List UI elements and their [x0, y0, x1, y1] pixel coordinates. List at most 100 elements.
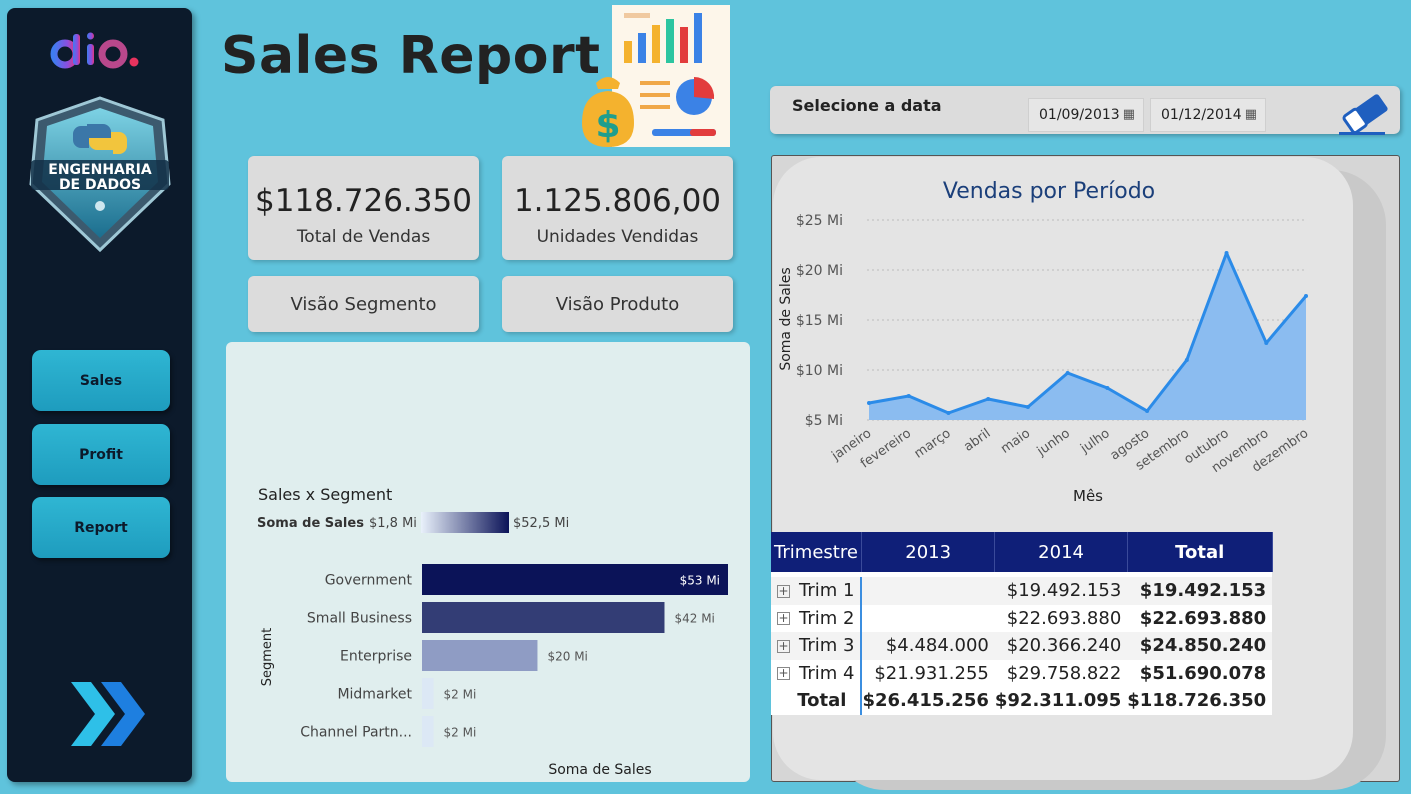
data-point[interactable] [1065, 371, 1070, 375]
data-label: $42 Mi [674, 612, 714, 626]
data-label: $20 Mi [547, 650, 587, 664]
svg-text:$: $ [595, 105, 620, 146]
dio-logo [50, 32, 139, 69]
segment-chart-panel: Sales x Segment Soma de Sales $1,8 Mi $5… [226, 342, 750, 782]
kpi-card-units-sold: 1.125.806,00 Unidades Vendidas [502, 156, 733, 260]
y-axis-label: Segment [260, 628, 275, 687]
row-label: Trim 2 [799, 607, 855, 629]
data-point[interactable] [1184, 358, 1189, 362]
table-row: + Trim 4 $21.931.255 $29.758.822 $51.690.… [771, 659, 1273, 687]
nav-button-report[interactable]: Report [32, 497, 170, 558]
category-label: Government [325, 573, 413, 589]
column-header[interactable]: 2013 [861, 532, 996, 572]
column-header[interactable]: Total [1127, 532, 1273, 572]
category-label: Midmarket [337, 687, 412, 703]
table-total-row: Total $26.415.256 $92.311.095 $118.726.3… [771, 687, 1273, 715]
svg-text:DE DADOS: DE DADOS [59, 177, 141, 193]
y-tick-label: $10 Mi [796, 363, 843, 379]
series-line[interactable] [868, 251, 1308, 415]
table-row: + Trim 2 $22.693.880 $22.693.880 [771, 604, 1273, 632]
expand-icon[interactable]: + [777, 611, 790, 626]
data-point[interactable] [1264, 341, 1269, 345]
x-axis-label: Soma de Sales [548, 762, 651, 778]
calendar-icon[interactable]: ▦ [1122, 107, 1135, 122]
data-point[interactable] [986, 397, 991, 401]
bar[interactable] [422, 564, 728, 595]
expand-icon[interactable]: + [777, 583, 790, 598]
table-cell: $26.415.256 [861, 687, 995, 715]
table-cell: $118.726.350 [1127, 687, 1273, 715]
table-cell: $4.484.000 [861, 632, 995, 660]
x-tick-label: março [912, 426, 954, 462]
segment-view-button[interactable]: Visão Segmento [248, 276, 479, 332]
kpi-label: Total de Vendas [296, 227, 431, 247]
table-cell: $22.693.880 [994, 604, 1128, 632]
bar[interactable] [422, 716, 434, 747]
table-cell: $29.758.822 [994, 659, 1128, 687]
product-view-button[interactable]: Visão Produto [502, 276, 733, 332]
row-label: Trim 3 [799, 635, 855, 657]
calendar-icon[interactable]: ▦ [1244, 107, 1257, 122]
forward-arrows-icon[interactable] [65, 676, 151, 752]
bar[interactable] [422, 602, 665, 633]
bar[interactable] [422, 640, 538, 671]
expand-icon[interactable]: + [777, 638, 790, 653]
table-cell: $19.492.153 [1127, 577, 1273, 605]
start-date-input[interactable]: 01/09/2013 ▦ [1028, 98, 1144, 132]
date-filter: Selecione a data 01/09/2013 ▦ 01/12/2014… [770, 86, 1400, 134]
data-point[interactable] [1145, 409, 1150, 413]
quarter-matrix-table: Trimestre 2013 2014 Total + Trim 1 $19.49… [771, 532, 1273, 715]
nav-button-sales[interactable]: Sales [32, 350, 170, 411]
data-label: $53 Mi [680, 574, 720, 588]
kpi-value: 1.125.806,00 [513, 183, 722, 219]
nav-button-profit[interactable]: Profit [32, 424, 170, 485]
eraser-clear-filter-icon[interactable] [1337, 92, 1393, 136]
table-cell [861, 604, 995, 632]
column-header[interactable]: Trimestre [771, 532, 862, 572]
table-cell: $24.850.240 [1127, 632, 1273, 660]
table-cell: $51.690.078 [1127, 659, 1273, 687]
data-point[interactable] [1025, 405, 1030, 409]
end-date-input[interactable]: 01/12/2014 ▦ [1150, 98, 1266, 132]
kpi-label: Unidades Vendidas [536, 227, 699, 247]
column-header[interactable]: 2014 [994, 532, 1128, 572]
table-cell: $19.492.153 [994, 577, 1128, 605]
segment-bar-chart: Sales x Segment Soma de Sales $1,8 Mi $5… [257, 485, 728, 778]
table-row: + Trim 1 $19.492.153 $19.492.153 [771, 577, 1273, 605]
chart-title: Sales x Segment [258, 485, 392, 504]
data-point[interactable] [1224, 251, 1229, 255]
data-point[interactable] [906, 394, 911, 398]
start-date-value: 01/09/2013 [1039, 107, 1120, 123]
area-fill [869, 253, 1306, 420]
data-point[interactable] [946, 411, 951, 415]
table-cell [861, 577, 995, 605]
sales-by-period-chart: Vendas por Período Soma de Sales Mês $5 … [778, 179, 1311, 505]
x-tick-label: abril [961, 426, 993, 455]
expand-icon[interactable]: + [777, 666, 790, 681]
table-cell: $92.311.095 [994, 687, 1128, 715]
table-cell: $20.366.240 [994, 632, 1128, 660]
y-tick-label: $5 Mi [805, 413, 843, 429]
report-illustration-icon: $ [582, 5, 730, 147]
kpi-value: $118.726.350 [255, 183, 472, 219]
data-point[interactable] [1105, 386, 1110, 390]
row-label: Total [771, 687, 863, 715]
category-label: Small Business [307, 611, 412, 627]
engenharia-de-dados-badge: ENGENHARIA DE DADOS [29, 96, 171, 253]
y-tick-label: $15 Mi [796, 313, 843, 329]
x-tick-label: junho [1034, 426, 1073, 460]
table-row: + Trim 3 $4.484.000 $20.366.240 $24.850.2… [771, 632, 1273, 660]
date-filter-label: Selecione a data [792, 96, 942, 115]
y-tick-label: $20 Mi [796, 263, 843, 279]
category-label: Channel Partn... [300, 725, 412, 741]
data-point[interactable] [1304, 294, 1308, 298]
legend-title: Soma de Sales [257, 516, 364, 531]
y-tick-label: $25 Mi [796, 213, 843, 229]
category-label: Enterprise [340, 649, 412, 665]
bar[interactable] [422, 678, 434, 709]
x-axis-label: Mês [1073, 487, 1103, 505]
data-point[interactable] [867, 401, 871, 405]
y-axis-label: Soma de Sales [778, 267, 794, 370]
x-tick-label: maio [998, 426, 1033, 457]
sidebar: ENGENHARIA DE DADOS Sales Profit Report [7, 8, 192, 782]
